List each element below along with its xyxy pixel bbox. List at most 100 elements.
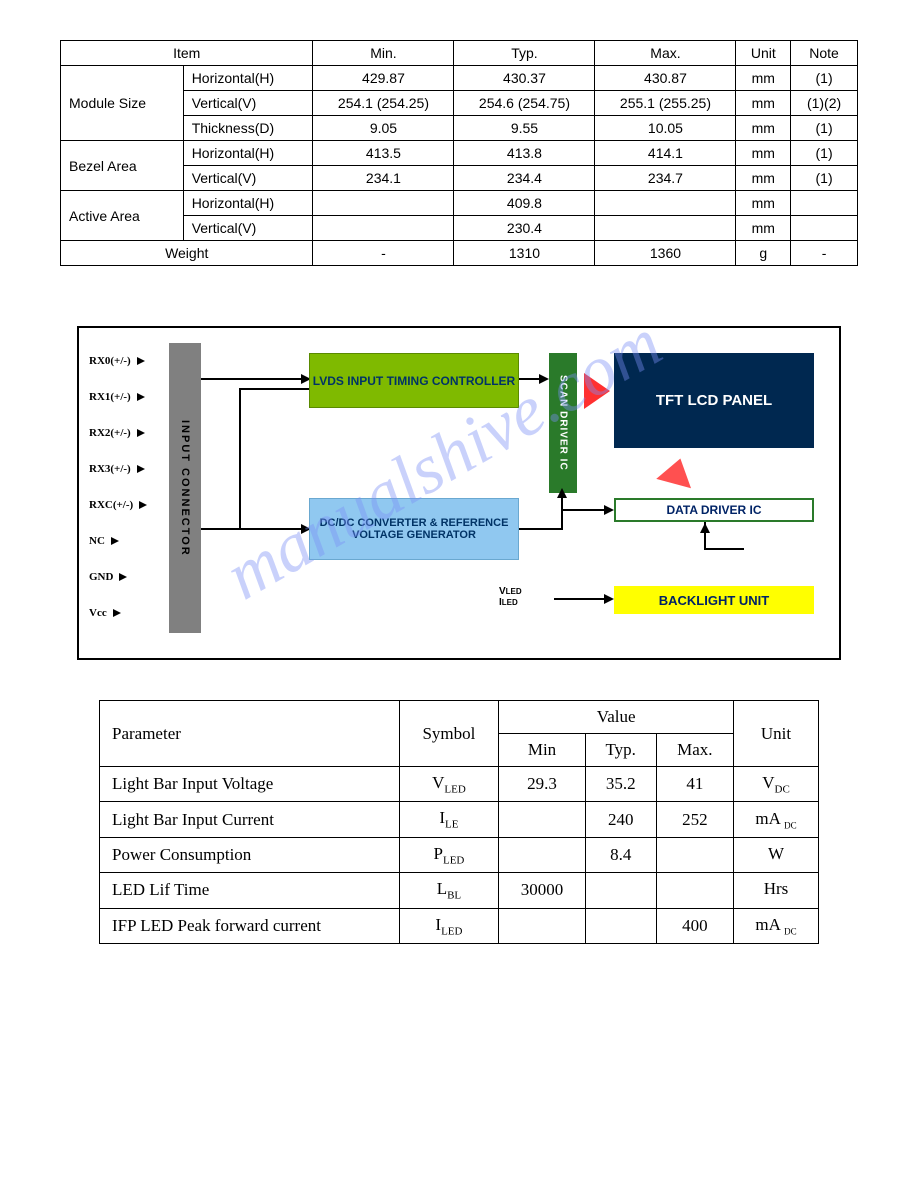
- input-rx3: RX3(+/-): [89, 451, 147, 487]
- backlight-block: BACKLIGHT UNIT: [614, 586, 814, 614]
- group-label: Active Area: [61, 191, 184, 241]
- col-min: Min: [499, 734, 585, 767]
- cell: 409.8: [454, 191, 595, 216]
- sub-label: Thickness(D): [183, 116, 313, 141]
- connector-line: [201, 378, 309, 380]
- param-name: Power Consumption: [100, 837, 400, 872]
- cell: 413.8: [454, 141, 595, 166]
- table-header-row: Item Min. Typ. Max. Unit Note: [61, 41, 858, 66]
- sub-label: Vertical(V): [183, 216, 313, 241]
- cell: 41: [656, 767, 733, 802]
- input-nc: NC: [89, 523, 147, 559]
- connector-line: [554, 598, 609, 600]
- table-row: Module Size Horizontal(H) 429.87 430.37 …: [61, 66, 858, 91]
- input-rx0: RX0(+/-): [89, 343, 147, 379]
- lvds-block: LVDS INPUT TIMING CONTROLLER: [309, 353, 519, 408]
- cell: (1): [791, 166, 858, 191]
- connector-line: [239, 528, 309, 530]
- input-gnd: GND: [89, 559, 147, 595]
- table-row: Active Area Horizontal(H) 409.8 mm: [61, 191, 858, 216]
- arrow-icon: [137, 465, 145, 473]
- col-min: Min.: [313, 41, 454, 66]
- cell: g: [736, 241, 791, 266]
- cell: 10.05: [595, 116, 736, 141]
- sub-label: Vertical(V): [183, 91, 313, 116]
- cell: [791, 216, 858, 241]
- cell: [656, 873, 733, 908]
- sub-label: Horizontal(H): [183, 66, 313, 91]
- cell: 430.37: [454, 66, 595, 91]
- sub-label: Horizontal(H): [183, 191, 313, 216]
- col-typ: Typ.: [585, 734, 656, 767]
- col-max: Max.: [595, 41, 736, 66]
- cell: 429.87: [313, 66, 454, 91]
- table-row: Light Bar Input Voltage VLED 29.3 35.2 4…: [100, 767, 819, 802]
- cell: 254.6 (254.75): [454, 91, 595, 116]
- cell: 240: [585, 802, 656, 837]
- sub-label: Horizontal(H): [183, 141, 313, 166]
- red-arrow-icon: [656, 454, 698, 488]
- cell: 414.1: [595, 141, 736, 166]
- cell: 29.3: [499, 767, 585, 802]
- col-unit: Unit: [734, 701, 819, 767]
- cell: [499, 908, 585, 943]
- arrow-icon: [119, 573, 127, 581]
- unit: W: [734, 837, 819, 872]
- cell: mm: [736, 66, 791, 91]
- cell: 254.1 (254.25): [313, 91, 454, 116]
- scan-driver-block: SCAN DRIVER IC: [549, 353, 577, 493]
- red-arrow-icon: [584, 373, 610, 409]
- symbol: ILED: [399, 908, 499, 943]
- col-parameter: Parameter: [100, 701, 400, 767]
- cell: [791, 191, 858, 216]
- symbol: ILE: [399, 802, 499, 837]
- col-note: Note: [791, 41, 858, 66]
- arrow-icon: [539, 374, 549, 384]
- cell: 35.2: [585, 767, 656, 802]
- arrow-icon: [700, 523, 710, 533]
- cell: (1): [791, 116, 858, 141]
- unit: Hrs: [734, 873, 819, 908]
- cell: -: [791, 241, 858, 266]
- col-value: Value: [499, 701, 734, 734]
- table-row: Power Consumption PLED 8.4 W: [100, 837, 819, 872]
- block-diagram: RX0(+/-) RX1(+/-) RX2(+/-) RX3(+/-) RXC(…: [77, 326, 841, 660]
- arrow-icon: [604, 505, 614, 515]
- connector-line: [201, 528, 241, 530]
- input-rxc: RXC(+/-): [89, 487, 147, 523]
- connector-line: [704, 548, 744, 550]
- group-label: Bezel Area: [61, 141, 184, 191]
- symbol: LBL: [399, 873, 499, 908]
- cell: [313, 191, 454, 216]
- dcdc-block: DC/DC CONVERTER & REFERENCE VOLTAGE GENE…: [309, 498, 519, 560]
- cell: 252: [656, 802, 733, 837]
- param-name: Light Bar Input Voltage: [100, 767, 400, 802]
- cell: mm: [736, 91, 791, 116]
- connector-line: [239, 388, 309, 390]
- cell: 234.7: [595, 166, 736, 191]
- arrow-icon: [137, 393, 145, 401]
- cell: [595, 216, 736, 241]
- cell: [656, 837, 733, 872]
- cell: 1310: [454, 241, 595, 266]
- cell: [595, 191, 736, 216]
- col-symbol: Symbol: [399, 701, 499, 767]
- cell: mm: [736, 141, 791, 166]
- table-row: Weight - 1310 1360 g -: [61, 241, 858, 266]
- arrow-icon: [137, 357, 145, 365]
- input-labels: RX0(+/-) RX1(+/-) RX2(+/-) RX3(+/-) RXC(…: [89, 343, 147, 631]
- cell: 430.87: [595, 66, 736, 91]
- table-header-row: Parameter Symbol Value Unit: [100, 701, 819, 734]
- cell: 234.1: [313, 166, 454, 191]
- cell: [499, 837, 585, 872]
- table-row: Bezel Area Horizontal(H) 413.5 413.8 414…: [61, 141, 858, 166]
- cell: 230.4: [454, 216, 595, 241]
- arrow-icon: [113, 609, 121, 617]
- cell: [585, 873, 656, 908]
- connector-line: [239, 388, 241, 530]
- input-rx1: RX1(+/-): [89, 379, 147, 415]
- arrow-icon: [557, 488, 567, 498]
- connector-line: [561, 493, 563, 530]
- cell: 234.4: [454, 166, 595, 191]
- cell: (1): [791, 66, 858, 91]
